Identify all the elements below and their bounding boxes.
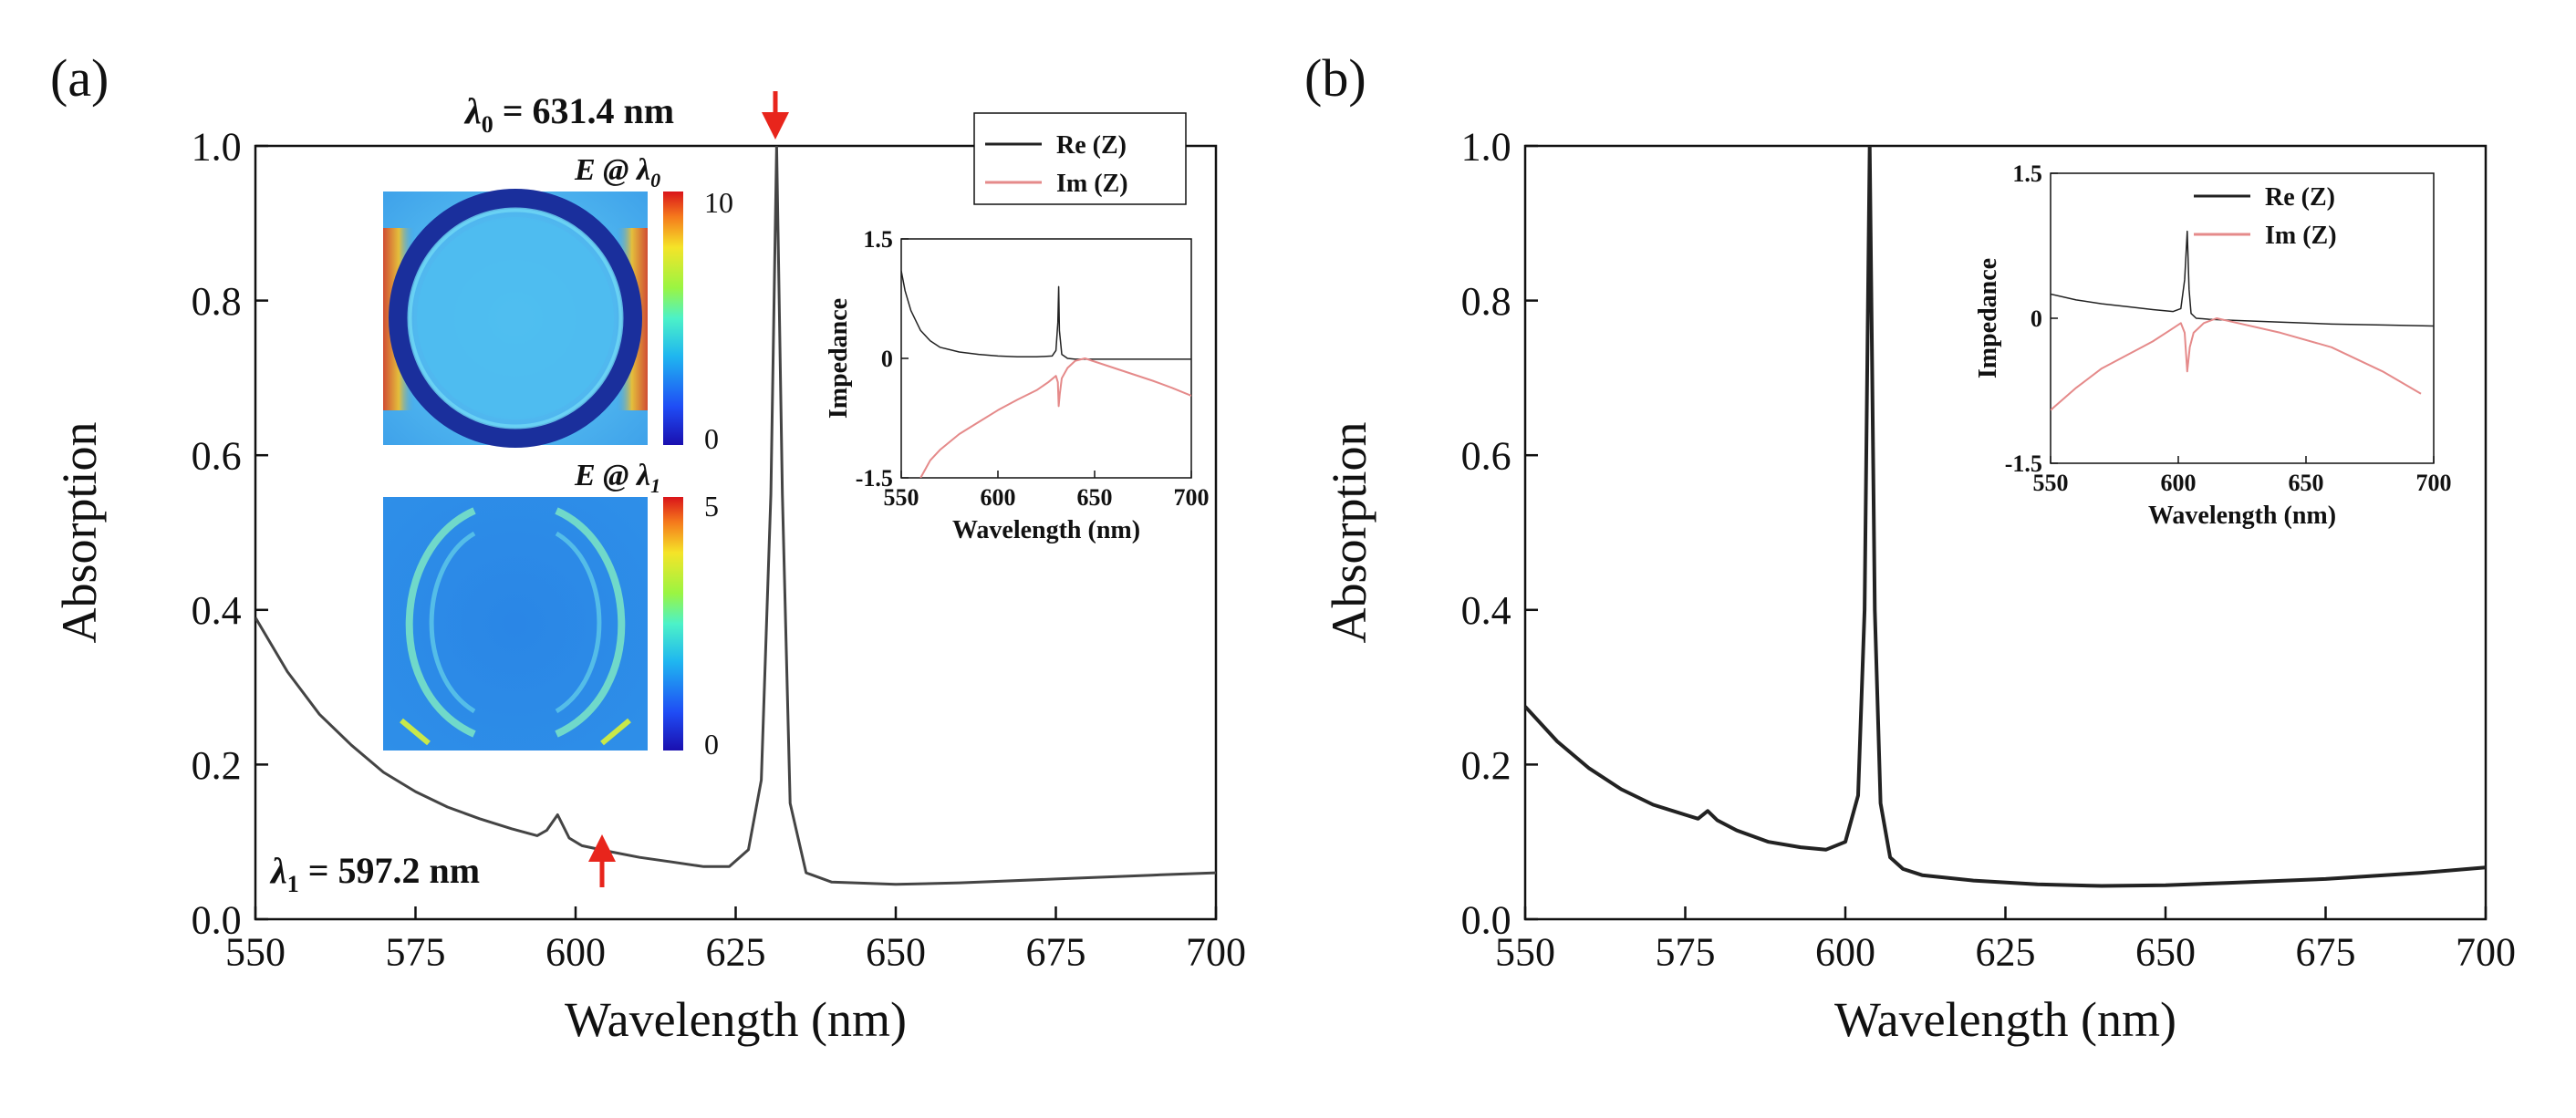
a-inset-legend-label: Im (Z) (1056, 170, 1128, 198)
a-inset-x-axis-label: Wavelength (nm) (952, 516, 1140, 544)
a-inset-series-im (919, 357, 1191, 478)
a-main-x-tick-label: 550 (225, 930, 286, 975)
a-main-y-axis-label: Absorption (52, 422, 107, 644)
b-inset-legend-label: Im (Z) (2265, 222, 2337, 250)
a-inset-x-tick-label: 700 (1174, 484, 1210, 511)
a-main-x-tick-label: 575 (386, 930, 446, 975)
field-map-bottom-arc-right-inner (555, 531, 602, 714)
a-inset-y-tick-label: 1.5 (863, 226, 893, 253)
b-main-x-tick-label: 575 (1656, 930, 1716, 975)
b-main-y-tick-label: 0.2 (1461, 743, 1511, 788)
b-main-y-tick-label: 0.4 (1461, 588, 1511, 633)
a-main-x-tick-label: 675 (1026, 930, 1086, 975)
b-inset-y-axis-label: Impedance (1974, 258, 2002, 378)
panel-b-label: (b) (1304, 48, 1366, 108)
lambda0-annotation: λ0 = 631.4 nm (463, 90, 674, 138)
b-main-x-tick-label: 675 (2296, 930, 2356, 975)
field-map-bottom-title: E @ λ1 (574, 459, 660, 497)
a-inset-y-tick-label: 0 (881, 346, 893, 372)
panel-a-label: (a) (50, 48, 109, 108)
a-inset-legend-box (973, 112, 1187, 205)
field-map-top-title: E @ λ0 (574, 153, 660, 192)
b-main-y-tick-label: 0.0 (1461, 897, 1511, 942)
a-inset-x-tick-label: 600 (981, 484, 1016, 511)
field-map-top-colorbar (663, 192, 683, 445)
a-inset-series-re (901, 270, 1191, 360)
a-inset-x-tick-label: 650 (1077, 484, 1113, 511)
a-main-x-tick-label: 600 (545, 930, 606, 975)
a-inset-x-tick-label: 550 (884, 484, 919, 511)
b-inset-legend-label: Re (Z) (2265, 183, 2335, 212)
b-main-y-tick-label: 0.6 (1461, 434, 1511, 479)
a-main-y-tick-label: 1.0 (192, 124, 242, 169)
a-main-series-re (255, 146, 1216, 886)
a-inset-y-tick-label: -1.5 (856, 465, 893, 492)
panel-b-plot: 550 575 600 625 650 675 700 0.0 0.2 0.4 0.6 0.8 1.0 W… (1322, 124, 2516, 1047)
b-inset-x-tick-label: 650 (2289, 470, 2324, 496)
b-main-x-tick-label: 550 (1495, 930, 1555, 975)
b-main-series-re (1525, 146, 2486, 888)
field-map-bottom-hot-corners (400, 718, 631, 746)
field-map-bottom-arc-left (405, 507, 476, 738)
field-map-bottom: E @ λ1 5 0 (383, 459, 719, 761)
field-map-bottom-arc-right (555, 507, 626, 738)
a-main-y-tick-label: 0.4 (192, 588, 242, 633)
b-inset-y-tick-label: 1.5 (2012, 160, 2042, 187)
b-inset-y-tick-label: -1.5 (2005, 450, 2042, 477)
b-main-x-tick-label: 700 (2456, 930, 2516, 975)
lambda1-annotation: λ1 = 597.2 nm (269, 850, 480, 897)
b-inset-plot-frame (2050, 172, 2435, 464)
a-main-x-tick-label: 700 (1186, 930, 1246, 975)
field-map-top-outer-ring (389, 189, 642, 448)
field-map-bottom-min: 0 (704, 728, 719, 761)
a-main-y-tick-label: 0.8 (192, 279, 242, 324)
b-inset-x-tick-label: 700 (2416, 470, 2452, 496)
b-inset-x-tick-label: 550 (2033, 470, 2069, 496)
inset-a-plot: 550 600 650 700 -1.5 0 1.5 Wavelength (nm) Imped… (825, 112, 1210, 544)
field-map-top: E @ λ0 10 0 (383, 153, 733, 455)
b-main-plot-frame (1523, 144, 2488, 921)
a-main-x-axis-label: Wavelength (nm) (565, 992, 907, 1047)
b-main-x-tick-label: 650 (2135, 930, 2196, 975)
b-main-x-tick-label: 600 (1815, 930, 1875, 975)
field-map-bottom-max: 5 (704, 490, 719, 523)
b-inset-series-re (2051, 230, 2434, 327)
field-map-top-max: 10 (704, 186, 733, 219)
a-inset-legend-label: Re (Z) (1056, 131, 1127, 160)
a-main-x-tick-label: 625 (706, 930, 766, 975)
a-main-y-tick-label: 0.0 (192, 897, 242, 942)
a-inset-plot-frame (900, 238, 1192, 479)
b-main-y-axis-label: Absorption (1322, 422, 1376, 644)
field-map-bottom-background (383, 497, 648, 751)
a-main-y-tick-label: 0.2 (192, 743, 242, 788)
field-map-top-min: 0 (704, 422, 719, 455)
b-main-x-tick-label: 625 (1976, 930, 2036, 975)
b-main-x-axis-label: Wavelength (nm) (1834, 992, 2176, 1047)
b-inset-x-axis-label: Wavelength (nm) (2148, 502, 2336, 530)
field-map-bottom-colorbar (663, 497, 683, 751)
field-map-bottom-arc-left-inner (429, 531, 476, 714)
panel-a-plot: 550 575 600 625 650 675 700 0.0 0.2 0.4 0.6 0.8 1.0 W… (52, 124, 1246, 1047)
field-map-top-ring-highlight (407, 207, 624, 430)
b-main-y-tick-label: 1.0 (1461, 124, 1511, 169)
b-main-y-tick-label: 0.8 (1461, 279, 1511, 324)
field-map-top-inner-disk (417, 217, 614, 419)
a-main-y-tick-label: 0.6 (192, 434, 242, 479)
inset-b-plot: 550 600 650 700 -1.5 0 1.5 Wavelength (nm) Imped… (1974, 160, 2452, 530)
b-inset-series-im (2051, 317, 2422, 411)
b-inset-x-tick-label: 600 (2161, 470, 2197, 496)
b-inset-y-tick-label: 0 (2031, 305, 2042, 332)
a-inset-y-axis-label: Impedance (825, 298, 853, 419)
a-main-x-tick-label: 650 (866, 930, 926, 975)
